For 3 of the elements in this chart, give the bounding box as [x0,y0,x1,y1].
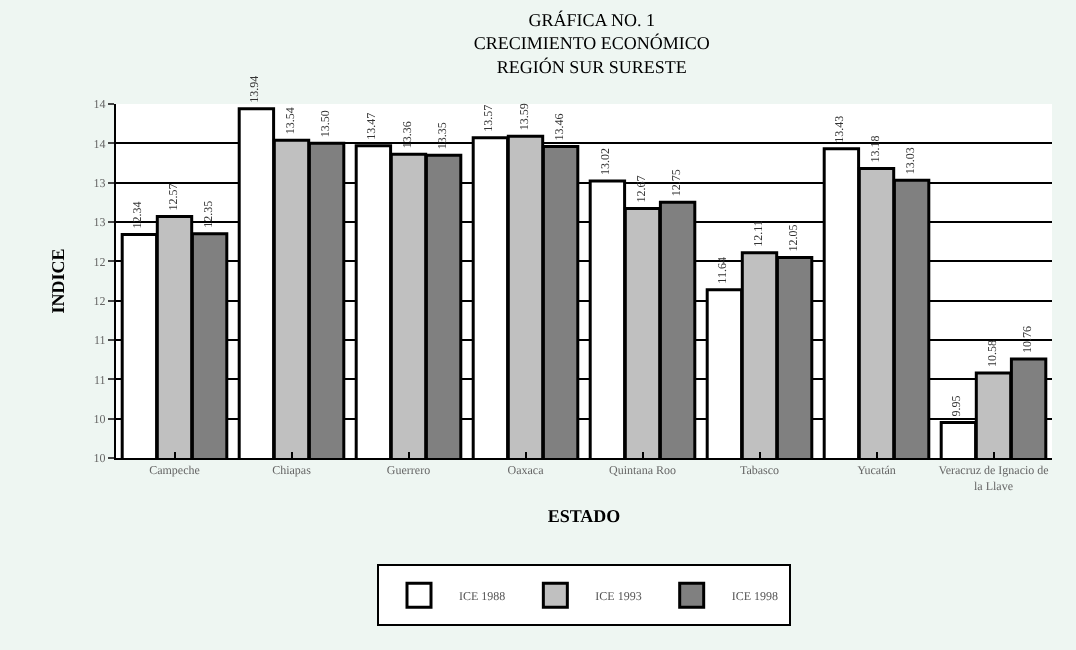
y-axis-title: INDICE [48,248,69,314]
chart-title: GRÁFICA NO. 1 CRECIMIENTO ECONÓMICO REGIÓN SUR SURESTE [473,10,711,77]
x-axis-title: ESTADO [547,505,621,526]
